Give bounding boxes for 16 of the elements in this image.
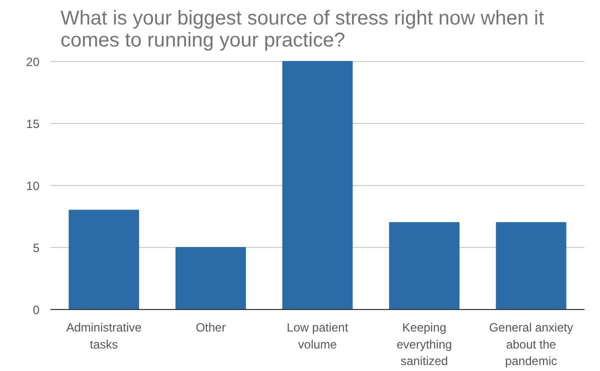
bar [175,246,246,310]
bar [68,210,140,310]
y-tick-label: 15 [26,116,40,131]
y-tick-label: 0 [32,303,40,317]
x-tick-label: Administrative tasks [66,320,142,352]
bar [389,222,460,310]
bar [282,60,353,310]
y-tick-label: 20 [26,54,40,69]
y-tick-label: 5 [32,240,40,255]
x-tick-label: Other [196,320,226,334]
chart-title: What is your biggest source of stress right now when it comes to running your practice? [60,8,544,52]
y-tick-label: 10 [26,178,40,193]
x-tick-label: Keeping everything sanitized [396,320,452,368]
x-tick-label: General anxiety about the pandemic [489,320,574,368]
bar [496,222,566,310]
x-tick-label: Low patient volume [286,320,349,352]
